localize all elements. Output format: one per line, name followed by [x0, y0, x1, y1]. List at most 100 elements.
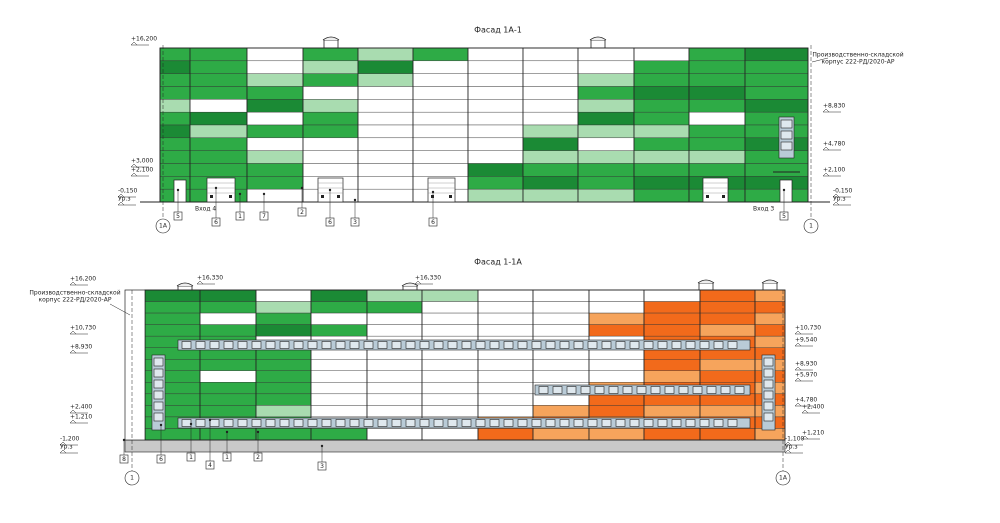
- panel: [744, 176, 809, 190]
- panel: [688, 111, 746, 126]
- panel: [310, 393, 368, 406]
- panel: [532, 393, 590, 406]
- level-mark: [794, 366, 813, 371]
- level-label: -1,100: [785, 436, 805, 443]
- panel: [699, 393, 756, 406]
- callout-label: 7: [262, 213, 266, 220]
- panel: [357, 163, 414, 177]
- panel: [412, 60, 469, 74]
- panel: [199, 359, 257, 371]
- window: [489, 341, 500, 349]
- panel: [688, 150, 746, 164]
- panel: [688, 73, 746, 87]
- window: [321, 419, 332, 427]
- panel: [159, 150, 191, 164]
- panel: [477, 289, 534, 302]
- panel: [754, 335, 786, 348]
- panel: [643, 405, 701, 418]
- panel: [699, 428, 756, 441]
- level-mark: [832, 201, 851, 206]
- panel: [255, 370, 312, 383]
- window: [671, 341, 682, 349]
- window: [223, 419, 234, 427]
- roof-vent-cap: [697, 279, 715, 284]
- panel: [522, 188, 579, 203]
- base-strip: [124, 439, 786, 453]
- panel: [255, 382, 312, 395]
- panel: [744, 73, 809, 87]
- axis-bubble: [803, 218, 819, 234]
- door: [173, 179, 187, 203]
- panel: [467, 163, 524, 177]
- panel: [699, 289, 756, 302]
- panel: [577, 86, 635, 100]
- window: [650, 386, 661, 394]
- level-label: Ур.з: [833, 196, 846, 203]
- panel: [412, 99, 469, 113]
- panel: [744, 163, 809, 177]
- level-label: Ур.з: [60, 444, 73, 451]
- level-mark: [794, 402, 813, 407]
- level-mark: [130, 172, 149, 177]
- panel: [588, 324, 645, 337]
- panel: [302, 150, 359, 164]
- panel: [643, 428, 701, 441]
- callout-box: [350, 217, 360, 227]
- window: [538, 386, 549, 394]
- facade-title: Фасад 1-1А: [474, 258, 522, 267]
- panel: [467, 86, 524, 100]
- window: [265, 341, 276, 349]
- panel: [577, 73, 635, 87]
- panel: [412, 111, 469, 126]
- leader-dot: [300, 186, 304, 190]
- window: [587, 419, 598, 427]
- panel: [643, 324, 701, 337]
- callout-box: [173, 211, 183, 221]
- facade-title: Фасад 1А-1: [474, 26, 522, 35]
- panel: [688, 124, 746, 139]
- window: [293, 419, 304, 427]
- callout-box: [253, 452, 263, 462]
- window: [580, 386, 591, 394]
- level-mark: [784, 441, 803, 446]
- window: [657, 419, 668, 427]
- panel: [159, 137, 191, 151]
- gate-handle: [337, 195, 340, 198]
- callout-label: 6: [159, 456, 163, 463]
- panel: [302, 60, 359, 74]
- panel: [744, 124, 809, 139]
- window: [727, 419, 738, 427]
- window: [573, 341, 584, 349]
- panel: [467, 60, 524, 74]
- callout-label: 8: [122, 456, 126, 463]
- level-label: +8,930: [795, 361, 817, 368]
- panel: [421, 324, 479, 337]
- panel: [522, 163, 579, 177]
- panel: [310, 301, 368, 314]
- level-label: +9,540: [795, 337, 817, 344]
- panel: [744, 47, 809, 62]
- level-label: +4,780: [795, 397, 817, 404]
- panel: [412, 150, 469, 164]
- window: [685, 341, 696, 349]
- panel: [189, 47, 248, 62]
- panel: [643, 289, 701, 302]
- callout-label: 6: [328, 219, 332, 226]
- callout-box: [211, 217, 221, 227]
- panel: [744, 60, 809, 74]
- level-mark: [69, 349, 88, 354]
- panel: [357, 111, 414, 126]
- panel: [699, 370, 756, 383]
- roof-vent-cap: [761, 279, 779, 284]
- panel: [643, 359, 701, 371]
- level-mark: [832, 193, 851, 198]
- panel: [467, 111, 524, 126]
- panel: [688, 137, 746, 151]
- panel: [302, 111, 359, 126]
- leader-dot: [238, 192, 242, 196]
- window: [531, 419, 542, 427]
- panel: [477, 301, 534, 314]
- panel: [159, 60, 191, 74]
- panel: [643, 312, 701, 325]
- panel: [302, 86, 359, 100]
